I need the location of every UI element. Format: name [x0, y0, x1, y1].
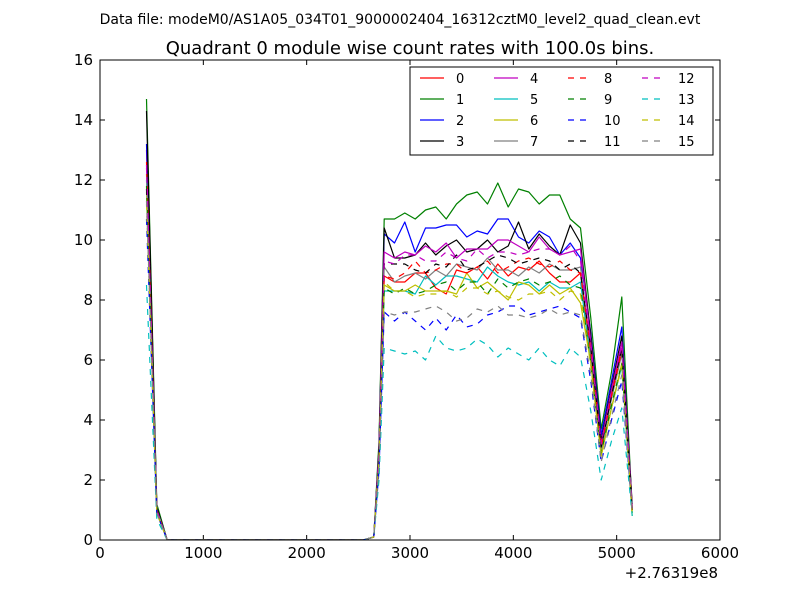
- legend-item-2: 2: [420, 114, 464, 129]
- x-tick-label: 6000: [701, 544, 739, 562]
- y-tick-label: 16: [74, 51, 93, 69]
- x-tick-label: 2000: [288, 544, 326, 562]
- legend-label-15: 15: [678, 135, 695, 150]
- y-tick-label: 6: [83, 351, 93, 369]
- x-tick-label: 1000: [184, 544, 222, 562]
- y-tick-label: 10: [74, 231, 93, 249]
- x-axis-offset-label: +2.76319e8: [625, 564, 718, 582]
- series-line-9: [145, 185, 633, 540]
- legend-label-8: 8: [604, 72, 612, 87]
- y-tick-label: 14: [74, 111, 93, 129]
- legend-item-6: 6: [494, 114, 538, 129]
- legend-item-9: 9: [568, 93, 612, 108]
- legend-item-5: 5: [494, 93, 538, 108]
- legend-item-8: 8: [568, 72, 612, 87]
- legend-label-11: 11: [604, 135, 621, 150]
- legend-label-1: 1: [456, 93, 464, 108]
- series-line-15: [145, 200, 633, 540]
- series-line-1: [145, 98, 633, 540]
- legend-label-12: 12: [678, 72, 695, 87]
- legend-item-1: 1: [420, 93, 464, 108]
- legend-item-0: 0: [420, 72, 464, 87]
- legend-item-14: 14: [642, 114, 695, 129]
- series-line-3: [145, 110, 633, 540]
- series-layer: [145, 98, 633, 540]
- y-tick-label: 12: [74, 171, 93, 189]
- legend-label-0: 0: [456, 72, 464, 87]
- y-tick-label: 8: [83, 291, 93, 309]
- y-tick-label: 0: [83, 531, 93, 549]
- y-tick-label: 2: [83, 471, 93, 489]
- legend-item-10: 10: [568, 114, 621, 129]
- legend-item-3: 3: [420, 135, 464, 150]
- legend-item-15: 15: [642, 135, 695, 150]
- x-tick-label: 4000: [494, 544, 532, 562]
- legend-label-5: 5: [530, 93, 538, 108]
- x-tick-label: 3000: [391, 544, 429, 562]
- legend-item-12: 12: [642, 72, 695, 87]
- figure-suptitle: Data file: modeM0/AS1A05_034T01_90000024…: [100, 12, 701, 28]
- plot-frame: [99, 59, 721, 541]
- series-line-12: [145, 164, 633, 540]
- legend-item-7: 7: [494, 135, 538, 150]
- legend-label-4: 4: [530, 72, 538, 87]
- legend-label-14: 14: [678, 114, 695, 129]
- legend-label-9: 9: [604, 93, 612, 108]
- legend-label-2: 2: [456, 114, 464, 129]
- y-tick-label: 4: [83, 411, 93, 429]
- legend-frame: [409, 66, 714, 156]
- legend-item-11: 11: [568, 135, 621, 150]
- legend-label-3: 3: [456, 135, 464, 150]
- legend-label-7: 7: [530, 135, 538, 150]
- x-tick-label: 0: [95, 544, 105, 562]
- legend-label-6: 6: [530, 114, 538, 129]
- legend-label-10: 10: [604, 114, 621, 129]
- x-tick-label: 5000: [598, 544, 636, 562]
- legend-label-13: 13: [678, 93, 695, 108]
- legend-item-4: 4: [494, 72, 538, 87]
- legend-item-13: 13: [642, 93, 695, 108]
- chart-title: Quadrant 0 module wise count rates with …: [166, 38, 655, 59]
- series-line-8: [145, 161, 633, 540]
